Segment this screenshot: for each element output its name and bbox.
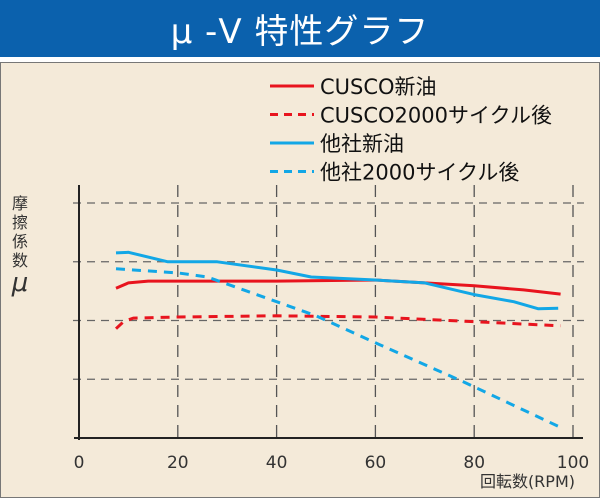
x-tick-label: 0: [74, 453, 85, 473]
legend-label: CUSCO2000サイクル後: [320, 104, 552, 128]
y-axis-label: μ: [11, 268, 29, 298]
series-line-4: [115, 267, 559, 428]
x-tick-label: 40: [266, 453, 288, 473]
series-line-2: [114, 314, 561, 330]
x-tick-label: 80: [463, 453, 485, 473]
chart-title: μ -V 特性グラフ: [0, 0, 600, 57]
series-line-1: [115, 278, 561, 296]
x-axis-label: 回転数(RPM): [480, 472, 575, 491]
x-tick-label: 60: [365, 453, 387, 473]
x-tick-label: 20: [167, 453, 189, 473]
legend-label: 他社2000サイクル後: [320, 161, 519, 185]
series-line-3: [115, 250, 559, 311]
y-axis-label: 数: [12, 251, 28, 270]
legend-label: CUSCO新油: [320, 75, 437, 99]
y-axis-label: 摩: [12, 194, 28, 213]
legend-label: 他社新油: [320, 132, 404, 156]
x-tick-label: 100: [557, 453, 589, 473]
y-axis-label: 擦: [12, 213, 28, 232]
y-axis-label: 係: [12, 232, 28, 251]
